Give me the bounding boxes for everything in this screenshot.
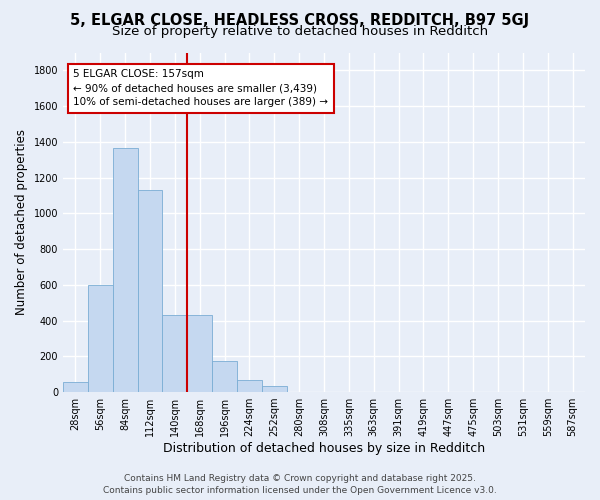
Text: Contains HM Land Registry data © Crown copyright and database right 2025.
Contai: Contains HM Land Registry data © Crown c…: [103, 474, 497, 495]
Bar: [113, 148, 137, 392]
Bar: [137, 190, 163, 392]
Text: 5, ELGAR CLOSE, HEADLESS CROSS, REDDITCH, B97 5GJ: 5, ELGAR CLOSE, HEADLESS CROSS, REDDITCH…: [70, 12, 530, 28]
Bar: [212, 361, 237, 392]
X-axis label: Distribution of detached houses by size in Redditch: Distribution of detached houses by size …: [163, 442, 485, 455]
Bar: [88, 285, 113, 392]
Bar: [187, 315, 212, 392]
Bar: [163, 315, 187, 392]
Text: Size of property relative to detached houses in Redditch: Size of property relative to detached ho…: [112, 25, 488, 38]
Bar: [63, 382, 88, 392]
Bar: [237, 380, 262, 392]
Bar: [262, 386, 287, 392]
Y-axis label: Number of detached properties: Number of detached properties: [15, 130, 28, 316]
Text: 5 ELGAR CLOSE: 157sqm
← 90% of detached houses are smaller (3,439)
10% of semi-d: 5 ELGAR CLOSE: 157sqm ← 90% of detached …: [73, 70, 328, 108]
